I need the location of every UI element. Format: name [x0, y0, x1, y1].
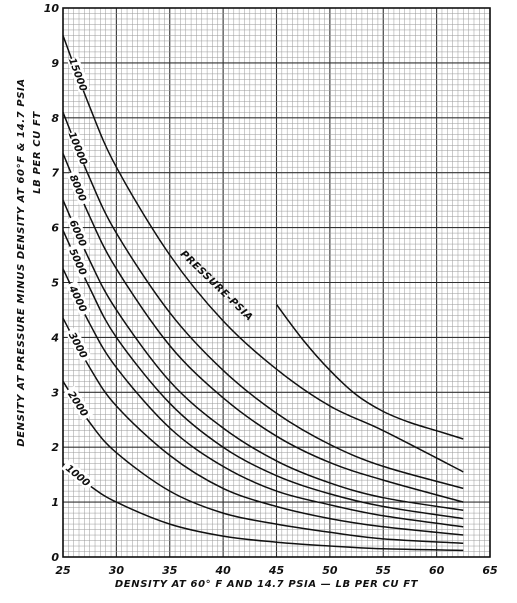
- grid: [62, 7, 491, 558]
- y-tick-label: 4: [50, 331, 59, 344]
- x-tick-label: 30: [109, 564, 125, 577]
- y-tick-label: 9: [51, 57, 59, 70]
- series-line-3000: [62, 317, 464, 536]
- series-line-2000: [62, 380, 464, 545]
- x-tick-label: 50: [322, 564, 338, 577]
- x-tick-label: 55: [376, 564, 392, 577]
- curve-label-backdrop: [67, 56, 91, 93]
- curve-label-backdrop: [61, 459, 96, 491]
- x-tick-label: 65: [482, 564, 498, 577]
- series-line-4000: [62, 268, 464, 528]
- curve-label-backdrop: [65, 327, 92, 363]
- curve-label-backdrop: [66, 214, 91, 251]
- y-tick-label: 6: [51, 222, 59, 235]
- y-tick-label: 10: [44, 2, 60, 15]
- curve-label-backdrop: [64, 385, 93, 421]
- x-tick-label: 45: [268, 564, 285, 577]
- x-tick-label: 60: [429, 564, 445, 577]
- y-tick-label: 2: [51, 441, 59, 454]
- curve-label-backdrop: [66, 169, 91, 206]
- x-axis-title: DENSITY AT 60° F AND 14.7 PSIA — LB PER …: [115, 579, 419, 590]
- x-tick-label: 35: [162, 564, 178, 577]
- plot-frame: [62, 7, 491, 558]
- x-tick-label: 40: [214, 564, 231, 577]
- y-axis-title: DENSITY AT PRESSURE MINUS DENSITY AT 60°…: [16, 78, 27, 446]
- x-tick-label: 25: [55, 564, 71, 577]
- series-line-15000: [62, 35, 464, 473]
- y-tick-label: 5: [51, 277, 59, 290]
- y-tick-label: 0: [51, 551, 59, 564]
- series-group: [62, 35, 464, 552]
- curve-label-backdrop: [65, 243, 92, 280]
- y-tick-label: 3: [51, 386, 59, 399]
- pressure-arrow-line: [275, 304, 464, 440]
- y-axis-subtitle: LB PER CU FT: [32, 111, 43, 194]
- series-line-6000: [62, 199, 464, 512]
- y-tick-label: 7: [51, 167, 59, 180]
- series-line-1000: [62, 463, 464, 552]
- curve-label-backdrop: [66, 130, 91, 167]
- series-line-8000: [62, 153, 464, 503]
- series-line-10000: [62, 112, 464, 490]
- curve-label-backdrop: [65, 280, 92, 317]
- y-tick-label: 1: [51, 496, 59, 509]
- series-line-5000: [62, 229, 464, 520]
- y-tick-label: 8: [51, 112, 59, 125]
